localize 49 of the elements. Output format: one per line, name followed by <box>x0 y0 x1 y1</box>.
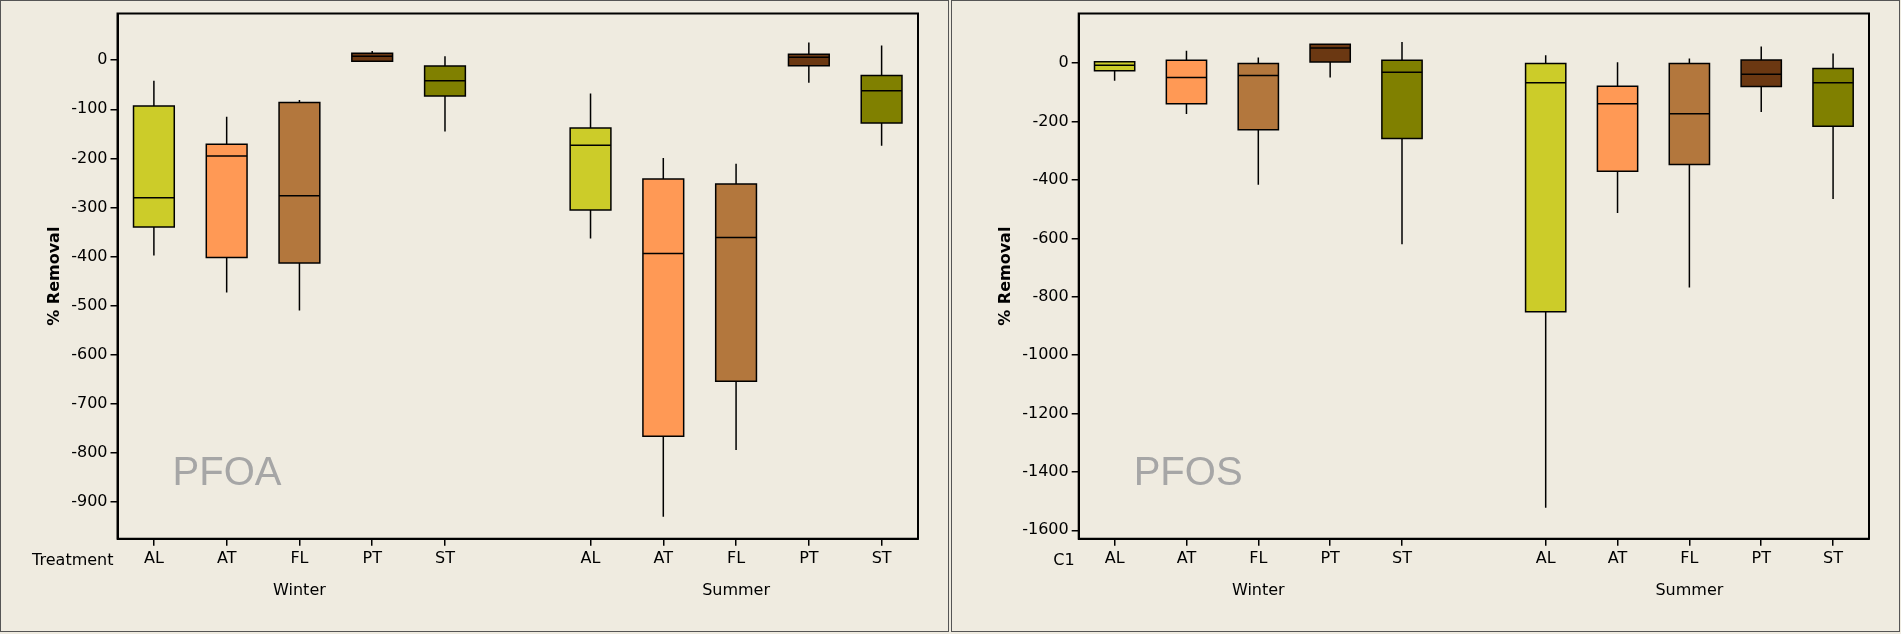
x-tick-label: ST <box>1392 547 1413 567</box>
annotation: PFOS <box>1133 448 1243 493</box>
y-tick-label: -400 <box>71 245 108 265</box>
x-tick-label: FL <box>1249 547 1268 567</box>
y-axis-title: % Removal <box>43 226 63 326</box>
text: Winter <box>273 579 327 599</box>
x-tick-label: AT <box>1607 547 1628 567</box>
text: C1 <box>1053 549 1075 569</box>
x-tick-label: FL <box>727 547 746 567</box>
y-tick-label: -600 <box>1032 227 1069 247</box>
y-tick-label: -200 <box>71 147 108 167</box>
y-tick-label: -200 <box>1032 110 1069 130</box>
x-tick-label: ST <box>1823 547 1844 567</box>
text: Summer <box>702 579 771 599</box>
x-tick-label: PT <box>1751 547 1772 567</box>
y-tick-label: -1600 <box>1022 519 1069 539</box>
annotation: PFOA <box>172 448 282 493</box>
x-tick-label: AT <box>1176 547 1197 567</box>
y-tick-label: -700 <box>71 392 108 412</box>
x-tick-label: AL <box>580 547 601 567</box>
y-tick-label: -1200 <box>1022 402 1069 422</box>
x-tick-label: PT <box>362 547 383 567</box>
y-tick-label: -600 <box>71 343 108 363</box>
text: Summer <box>1655 579 1724 599</box>
y-tick-label: -900 <box>71 491 108 511</box>
x-tick-label: ST <box>435 547 456 567</box>
y-tick-label: -500 <box>71 294 108 314</box>
x-tick-label: AT <box>653 547 674 567</box>
x-tick-label: FL <box>290 547 309 567</box>
y-tick-label: -800 <box>71 442 108 462</box>
y-tick-label: -1400 <box>1022 461 1069 481</box>
y-tick-label: -400 <box>1032 169 1069 189</box>
x-tick-label: PT <box>1320 547 1341 567</box>
text: Treatment <box>31 549 114 569</box>
x-tick-label: PT <box>799 547 819 567</box>
y-tick-label: -100 <box>71 98 108 118</box>
y-tick-label: 0 <box>97 49 108 69</box>
x-tick-label: ST <box>871 547 892 567</box>
y-tick-label: -1000 <box>1022 344 1069 364</box>
x-tick-label: AL <box>143 547 164 567</box>
x-tick-label: AL <box>1535 547 1556 567</box>
y-axis-title: % Removal <box>994 226 1014 326</box>
x-tick-label: FL <box>1680 547 1699 567</box>
y-tick-label: 0 <box>1058 52 1069 72</box>
text: Winter <box>1231 579 1286 599</box>
x-tick-label: AL <box>1104 547 1125 567</box>
x-tick-label: AT <box>216 547 237 567</box>
y-tick-label: -800 <box>1032 285 1069 305</box>
y-tick-label: -300 <box>71 196 108 216</box>
